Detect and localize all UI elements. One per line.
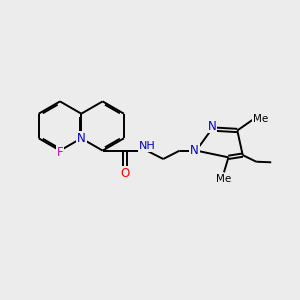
Text: Me: Me bbox=[216, 174, 231, 184]
Text: N: N bbox=[77, 132, 86, 145]
Text: Me: Me bbox=[253, 114, 268, 124]
Text: N: N bbox=[207, 119, 216, 133]
Text: F: F bbox=[57, 146, 63, 159]
Text: NH: NH bbox=[139, 141, 156, 151]
Text: N: N bbox=[190, 144, 199, 157]
Text: O: O bbox=[121, 167, 130, 180]
